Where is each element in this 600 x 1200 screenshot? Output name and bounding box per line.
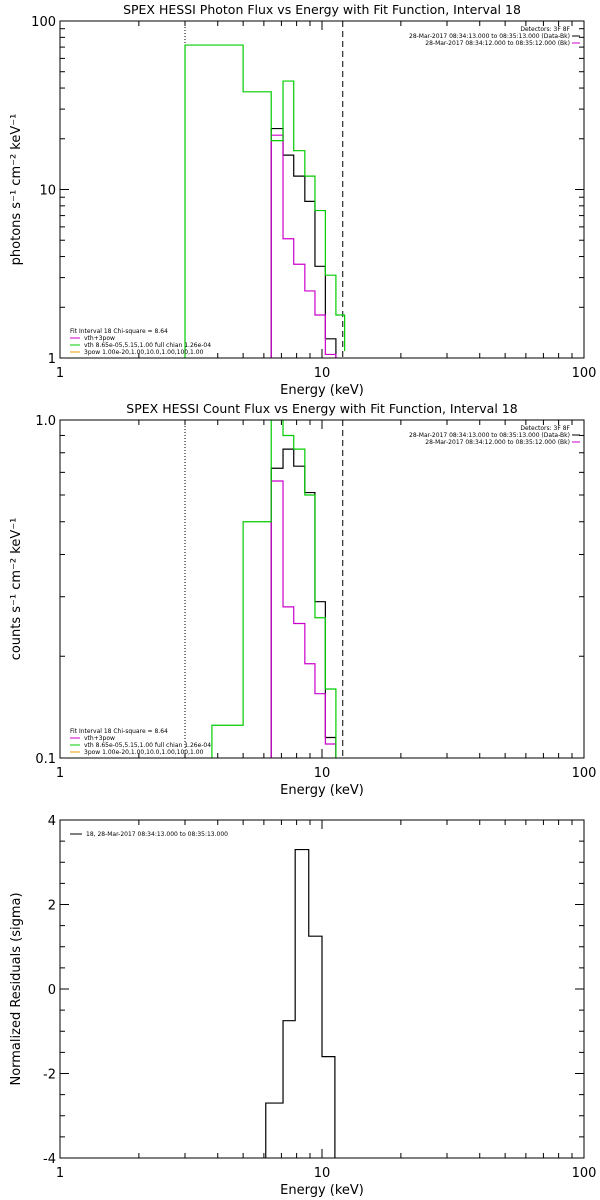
x-axis-label: Energy (keV): [280, 1183, 364, 1198]
y-tick-label: -4: [43, 1152, 56, 1167]
legend-entry: 28-Mar-2017 08:34:13.000 to 08:35:13.000…: [409, 432, 570, 439]
chart-title: SPEX HESSI Photon Flux vs Energy with Fi…: [123, 2, 521, 17]
y-tick-label: 1: [48, 352, 56, 367]
fit-legend-entry: vth+3pow: [84, 335, 115, 342]
fit-legend-header: Fit Interval 18 Chi-square = 8.64: [70, 328, 168, 335]
legend-header: Detectors: 3F 8F: [520, 26, 570, 33]
x-tick-label: 10: [314, 766, 331, 781]
legend-bottom: Fit Interval 18 Chi-square = 8.64vth+3po…: [70, 328, 211, 356]
chart-panel-1: SPEX HESSI Photon Flux vs Energy with Fi…: [9, 2, 596, 398]
plot-frame: [59, 419, 585, 759]
legend-bottom: Fit Interval 18 Chi-square = 8.64vth+3po…: [70, 728, 211, 756]
chart-title: SPEX HESSI Count Flux vs Energy with Fit…: [126, 401, 517, 416]
series-1-line: [265, 848, 336, 1158]
series-group: [211, 420, 337, 758]
x-tick-label: 1: [56, 1166, 64, 1181]
y-axis-label: photons s⁻¹ cm⁻² keV⁻¹: [9, 114, 24, 266]
y-tick-label: 0.1: [35, 752, 56, 767]
x-tick-label: 1: [56, 366, 64, 381]
y-axis-label: Normalized Residuals (sigma): [9, 892, 24, 1085]
legend-top: 18, 28-Mar-2017 08:34:13.000 to 08:35:13…: [70, 831, 228, 838]
fit-legend-entry: vth+3pow: [84, 735, 115, 742]
y-tick-label: 2: [48, 899, 56, 914]
chart-panel-3: 1 10 100 -4 -2 0 2 4 Energy (keV) Normalized Resi…: [9, 814, 596, 1198]
series-group: [265, 848, 336, 1158]
legend-entry: 28-Mar-2017 08:34:13.000 to 08:35:13.000…: [409, 33, 570, 40]
legend-entry: 28-Mar-2017 08:34:12.000 to 08:35:12.000…: [425, 40, 570, 47]
y-tick-label: 4: [48, 814, 56, 829]
y-tick-label: -2: [43, 1068, 56, 1083]
x-tick-label: 100: [572, 366, 597, 381]
legend-header: Detectors: 3F 8F: [520, 425, 570, 432]
plot-frame: [59, 20, 585, 359]
x-tick-label: 10: [314, 1166, 331, 1181]
series-2-line: [270, 134, 337, 358]
x-tick-label: 100: [572, 766, 597, 781]
series-3-line: [184, 44, 346, 358]
y-tick-label: 1.0: [35, 414, 56, 429]
series-1-line: [270, 127, 337, 358]
plot-frame: [59, 819, 585, 1159]
series-3-line: [211, 420, 337, 758]
series-group: [184, 44, 346, 358]
fit-legend-entry: vth 8.65e-05,5.15,1.00 full chian 1.26e-…: [84, 342, 211, 349]
legend-entry: 28-Mar-2017 08:34:12.000 to 08:35:12.000…: [425, 439, 570, 446]
x-tick-label: 10: [314, 366, 331, 381]
series-1-line: [270, 448, 337, 758]
legend-entry: 18, 28-Mar-2017 08:34:13.000 to 08:35:13…: [86, 831, 228, 838]
chart-panel-2: SPEX HESSI Count Flux vs Energy with Fit…: [9, 401, 596, 798]
x-tick-label: 100: [572, 1166, 597, 1181]
x-axis-label: Energy (keV): [280, 783, 364, 798]
y-tick-label: 0: [48, 983, 56, 998]
y-tick-label: 10: [39, 184, 56, 199]
fit-legend-entry: 3pow 1.00e-20,1.00,10.0,1.00,100,1.00: [84, 349, 204, 356]
series-2-line: [270, 480, 337, 758]
y-axis-label: counts s⁻¹ cm⁻² keV⁻¹: [9, 518, 24, 661]
y-tick-label: 100: [31, 15, 56, 30]
x-axis-label: Energy (keV): [280, 383, 364, 398]
x-tick-label: 1: [56, 766, 64, 781]
fit-legend-entry: vth 8.65e-05,5.15,1.00 full chian 1.26e-…: [84, 742, 211, 749]
fit-legend-entry: 3pow 1.00e-20,1.00,10.0,1.00,100,1.00: [84, 749, 204, 756]
fit-legend-header: Fit Interval 18 Chi-square = 8.64: [70, 728, 168, 735]
